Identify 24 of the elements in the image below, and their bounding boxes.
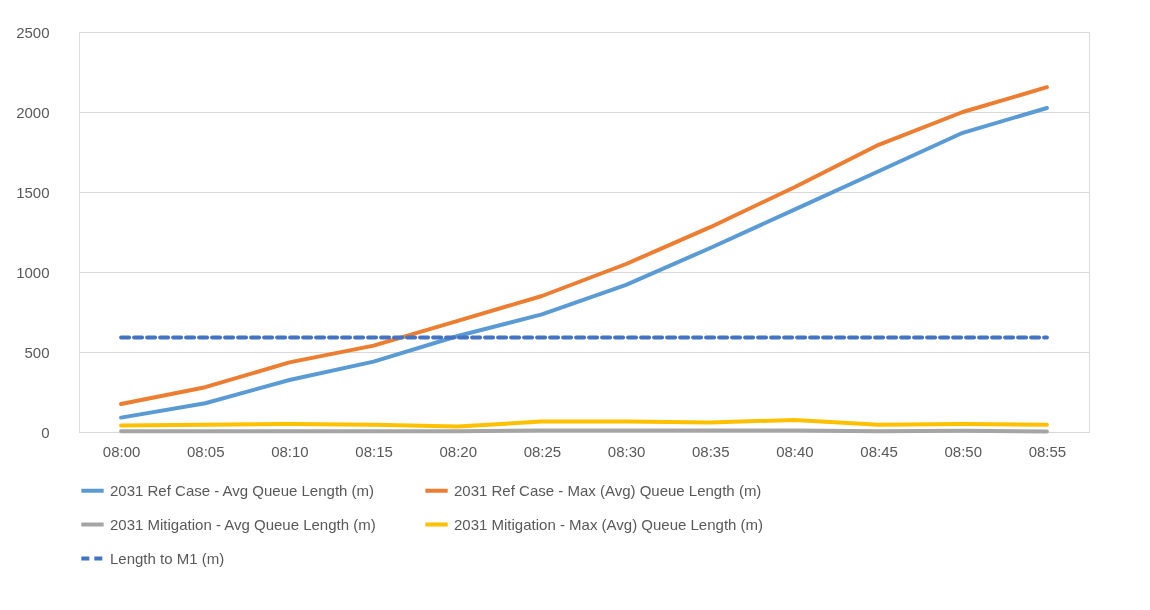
y-tick-label: 2500 bbox=[16, 23, 50, 41]
legend-label: 2031 Mitigation - Max (Avg) Queue Length (m) bbox=[454, 515, 764, 533]
x-tick-label: 08:15 bbox=[355, 442, 393, 460]
x-tick-label: 08:40 bbox=[776, 442, 814, 460]
x-tick-label: 08:25 bbox=[523, 442, 562, 460]
x-tick-label: 08:00 bbox=[102, 442, 141, 460]
x-tick-label: 08:05 bbox=[186, 442, 225, 460]
x-tick-label: 08:10 bbox=[271, 442, 309, 460]
y-tick-label: 1000 bbox=[16, 263, 50, 281]
y-tick-label: 0 bbox=[41, 423, 50, 441]
x-tick-label: 08:30 bbox=[607, 442, 646, 460]
y-tick-label: 1500 bbox=[16, 183, 50, 201]
y-tick-label: 500 bbox=[24, 343, 50, 361]
legend-label: 2031 Ref Case - Avg Queue Length (m) bbox=[110, 481, 375, 499]
legend-label: Length to M1 (m) bbox=[110, 549, 225, 567]
legend-label: 2031 Mitigation - Avg Queue Length (m) bbox=[110, 515, 376, 533]
x-tick-label: 08:20 bbox=[439, 442, 478, 460]
x-tick-label: 08:55 bbox=[1028, 442, 1067, 460]
line-series bbox=[119, 418, 1049, 429]
legend-label: 2031 Ref Case - Max (Avg) Queue Length (m) bbox=[454, 481, 762, 499]
y-tick-label: 2000 bbox=[16, 103, 50, 121]
x-tick-label: 08:45 bbox=[860, 442, 898, 460]
x-tick-label: 08:35 bbox=[691, 442, 730, 460]
x-tick-label: 08:50 bbox=[944, 442, 983, 460]
